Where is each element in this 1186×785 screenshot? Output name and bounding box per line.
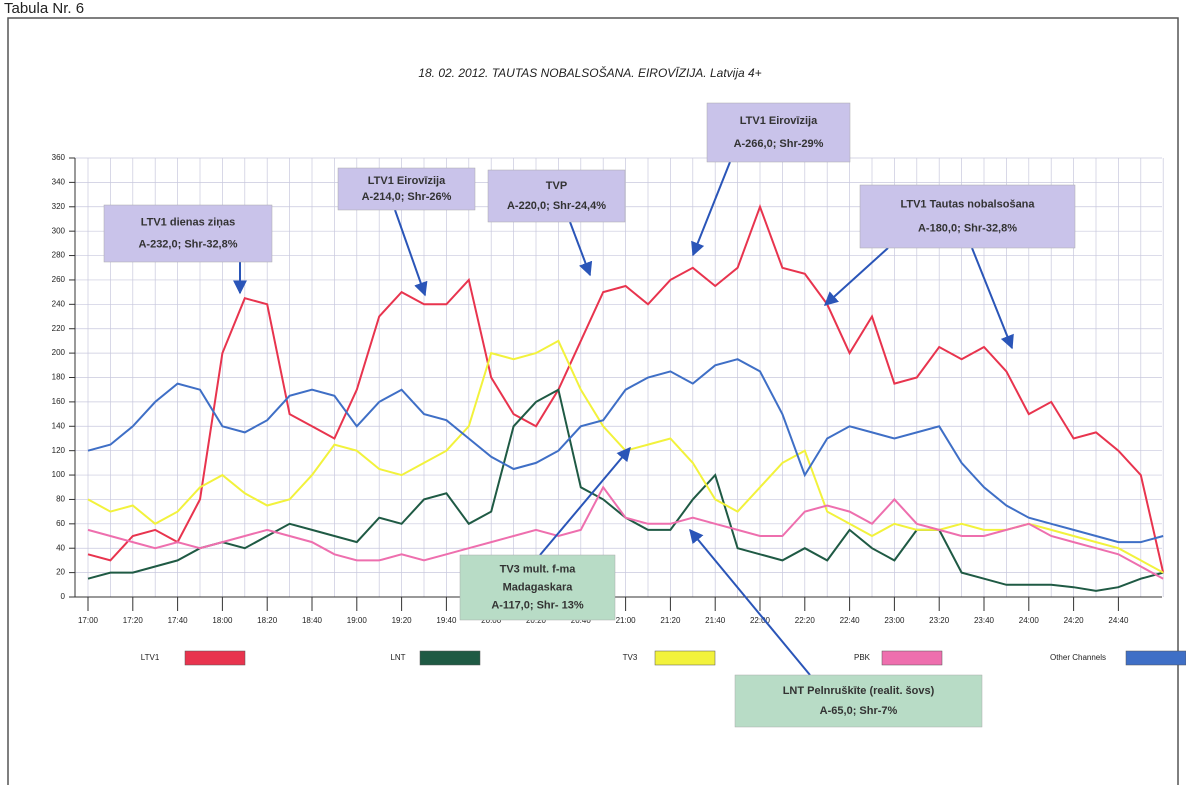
annotation-text: A-266,0; Shr-29% [734, 138, 824, 150]
legend-swatch [419, 650, 481, 666]
x-tick-label: 24:40 [1108, 616, 1129, 625]
annotation-text: LTV1 dienas ziņas [141, 216, 236, 228]
x-tick-label: 18:00 [212, 616, 233, 625]
y-tick-label: 220 [52, 324, 66, 333]
annotation-arrow [971, 247, 1014, 350]
annotation-arrow [539, 446, 631, 556]
annotation-text: LTV1 Eirovīzija [368, 175, 446, 187]
annotation-text: Madagaskara [503, 581, 574, 593]
annotation-text: LTV1 Eirovīzija [740, 115, 818, 127]
annotation-box [337, 167, 476, 211]
annotation-text: LTV1 Tautas nobalsošana [900, 198, 1035, 210]
annotation-arrow [691, 161, 731, 257]
annotation-text: A-180,0; Shr-32,8% [918, 223, 1017, 235]
legend-label: LNT [390, 653, 405, 662]
y-tick-label: 80 [56, 495, 65, 504]
header: Tabula Nr. 6 [4, 0, 84, 17]
x-tick-label: 17:40 [168, 616, 189, 625]
x-tick-label: 18:20 [257, 616, 278, 625]
x-tick-label: 17:00 [78, 616, 99, 625]
legend-label: LTV1 [141, 653, 160, 662]
annotation-text: A-220,0; Shr-24,4% [507, 200, 606, 212]
y-tick-label: 340 [52, 177, 66, 186]
annotation-text: A-65,0; Shr-7% [820, 705, 898, 717]
x-tick-label: 19:20 [392, 616, 413, 625]
annotation-arrow [394, 209, 428, 297]
y-tick-label: 240 [52, 299, 66, 308]
x-tick-label: 19:00 [347, 616, 368, 625]
x-tick-label: 18:40 [302, 616, 323, 625]
y-tick-label: 360 [52, 153, 66, 162]
y-tick-label: 160 [52, 397, 66, 406]
annotation-box [859, 184, 1076, 249]
legend-swatch [184, 650, 246, 666]
y-tick-label: 40 [56, 543, 65, 552]
y-tick-label: 320 [52, 202, 66, 211]
annotation-box [487, 169, 626, 223]
legend-swatch [654, 650, 716, 666]
chart-title: 18. 02. 2012. TAUTAS NOBALSOŠANA. EIROVĪ… [418, 65, 761, 80]
annotation-arrow [569, 221, 593, 277]
annotation-text: A-214,0; Shr-26% [362, 191, 452, 203]
y-tick-label: 0 [61, 592, 66, 601]
annotation-text: TV3 mult. f-ma [500, 563, 577, 575]
x-tick-label: 20:20 [526, 616, 547, 625]
y-tick-label: 300 [52, 226, 66, 235]
x-tick-label: 21:00 [616, 616, 637, 625]
annotation-text: A-232,0; Shr-32,8% [138, 238, 237, 250]
x-tick-label: 22:20 [795, 616, 816, 625]
series-line [87, 485, 1164, 580]
legend-swatch [1125, 650, 1186, 666]
x-tick-label: 23:40 [974, 616, 995, 625]
x-tick-label: 20:40 [571, 616, 592, 625]
legend-label: Other Channels [1050, 653, 1106, 662]
annotation-text: A-117,0; Shr- 13% [491, 599, 584, 611]
annotation-box [459, 554, 616, 621]
annotation-text: LNT Pelnruškīte (realit. šovs) [783, 685, 935, 697]
annotation-arrow [689, 528, 811, 676]
x-tick-label: 24:00 [1019, 616, 1040, 625]
x-tick-label: 21:40 [705, 616, 726, 625]
annotation-text: TVP [546, 180, 567, 192]
annotation-box [734, 674, 983, 728]
x-tick-label: 21:20 [660, 616, 681, 625]
x-tick-label: 23:00 [884, 616, 905, 625]
legend-label: PBK [854, 653, 871, 662]
annotation-box [103, 204, 273, 263]
y-tick-label: 280 [52, 251, 66, 260]
x-tick-label: 22:40 [840, 616, 861, 625]
y-tick-label: 20 [56, 568, 65, 577]
x-tick-label: 17:20 [123, 616, 144, 625]
legend-label: TV3 [623, 653, 638, 662]
annotation-arrow [823, 247, 889, 306]
series-line [87, 203, 1165, 573]
y-tick-label: 100 [52, 470, 66, 479]
y-tick-label: 140 [52, 421, 66, 430]
x-tick-label: 24:20 [1064, 616, 1085, 625]
x-tick-label: 20:00 [481, 616, 502, 625]
y-tick-label: 200 [52, 348, 66, 357]
legend-swatch [881, 650, 943, 666]
x-tick-label: 22:00 [750, 616, 771, 625]
y-tick-label: 60 [56, 519, 65, 528]
y-tick-label: 120 [52, 446, 66, 455]
x-tick-label: 19:40 [436, 616, 457, 625]
y-tick-label: 180 [52, 373, 66, 382]
y-tick-label: 260 [52, 275, 66, 284]
series-line [87, 358, 1164, 544]
frame [7, 17, 1179, 785]
annotation-box [706, 102, 851, 163]
x-tick-label: 23:20 [929, 616, 950, 625]
